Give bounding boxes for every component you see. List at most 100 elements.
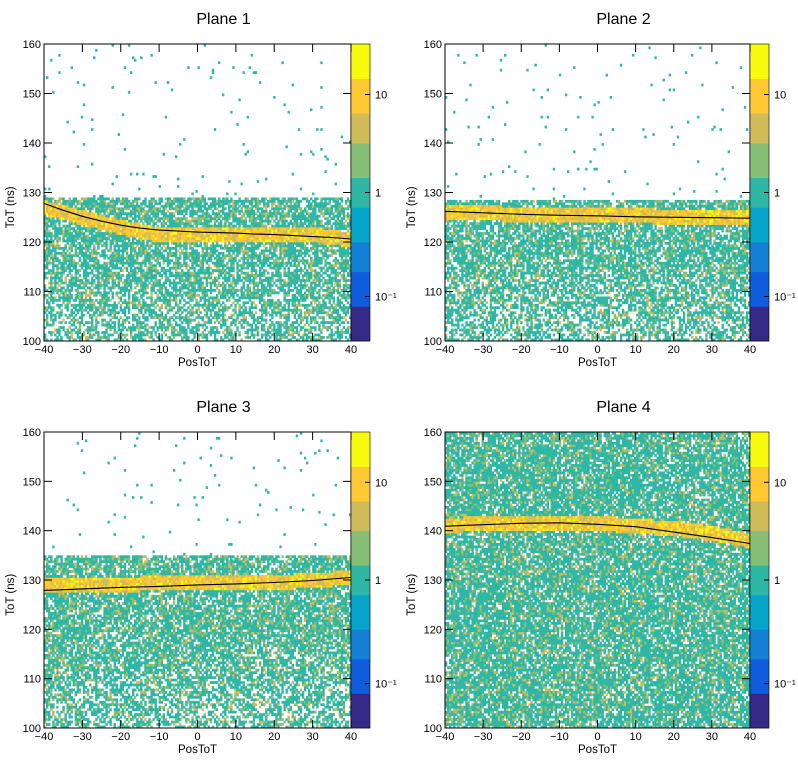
z-tick-label: 10 xyxy=(375,89,387,101)
y-tick-label: 140 xyxy=(23,526,41,538)
y-tick-label: 100 xyxy=(23,336,41,348)
x-tick-label: 10 xyxy=(630,344,642,356)
y-tick-label: 160 xyxy=(23,39,41,51)
x-tick-label: 30 xyxy=(706,731,718,743)
panel-1: 10 1 10⁻¹ −40 −30 −20 −10 0 10 20 30 40 100 110 120 130… xyxy=(5,11,397,369)
z-tick-label: 1 xyxy=(774,575,780,587)
fit-line xyxy=(444,210,751,219)
y-tick-label: 130 xyxy=(23,188,41,200)
z-tick-label: 10⁻¹ xyxy=(774,291,796,303)
x-tick-label: 0 xyxy=(594,731,600,743)
panel-title: Plane 3 xyxy=(196,399,250,416)
color-palette-bar: 10 1 10⁻¹ xyxy=(749,43,796,342)
panel-3: 10 1 10⁻¹ −40 −30 −20 −10 0 10 20 30 40 100 110 120 130… xyxy=(5,399,397,756)
panel-title: Plane 1 xyxy=(196,11,250,28)
z-tick-label: 10⁻¹ xyxy=(375,291,397,303)
z-tick-label: 10⁻¹ xyxy=(774,679,796,691)
x-tick-label: −10 xyxy=(550,731,569,743)
x-tick-label: −30 xyxy=(474,731,493,743)
y-tick-label: 120 xyxy=(424,237,442,249)
y-tick-label: 100 xyxy=(23,723,41,735)
y-tick-label: 110 xyxy=(23,674,41,686)
fit-line xyxy=(43,576,352,591)
x-tick-label: −40 xyxy=(436,344,455,356)
color-palette-bar: 10 1 10⁻¹ xyxy=(350,431,397,729)
x-tick-label: 10 xyxy=(230,731,242,743)
x-tick-label: 40 xyxy=(744,344,756,356)
y-tick-label: 160 xyxy=(424,39,442,51)
panel-title: Plane 4 xyxy=(596,399,650,416)
x-tick-label: 0 xyxy=(194,344,200,356)
x-axis-label: PosToT xyxy=(578,357,617,369)
y-tick-label: 130 xyxy=(424,188,442,200)
color-palette-bar: 10 1 10⁻¹ xyxy=(749,431,796,729)
x-tick-label: 0 xyxy=(194,731,200,743)
z-tick-label: 1 xyxy=(375,188,381,200)
x-tick-label: 40 xyxy=(744,731,756,743)
y-tick-label: 100 xyxy=(424,336,442,348)
y-tick-label: 150 xyxy=(424,89,442,101)
x-tick-label: −40 xyxy=(35,344,54,356)
heatmap-cells xyxy=(445,432,750,728)
y-axis-label: ToT (ns) xyxy=(406,186,418,228)
x-tick-label: 10 xyxy=(630,731,642,743)
y-tick-label: 140 xyxy=(424,138,442,150)
x-tick-label: −30 xyxy=(474,344,493,356)
x-axis-label: PosToT xyxy=(578,744,617,756)
y-tick-label: 120 xyxy=(424,624,442,636)
y-tick-label: 130 xyxy=(424,575,442,587)
heatmap-cells xyxy=(445,44,750,341)
x-tick-label: 30 xyxy=(706,344,718,356)
x-tick-label: 40 xyxy=(345,344,357,356)
y-axis-label: ToT (ns) xyxy=(5,186,17,228)
z-tick-label: 10⁻¹ xyxy=(375,679,397,691)
panel-2: 10 1 10⁻¹ −40 −30 −20 −10 0 10 20 30 40 100 110 120 130… xyxy=(406,11,796,369)
y-tick-label: 150 xyxy=(23,476,41,488)
fit-line xyxy=(43,202,352,240)
x-tick-label: −20 xyxy=(512,731,531,743)
x-tick-label: 0 xyxy=(594,344,600,356)
z-tick-label: 10 xyxy=(774,477,786,489)
panel-4: 10 1 10⁻¹ −40 −30 −20 −10 0 10 20 30 40 100 110 120 130… xyxy=(406,399,796,756)
panel-title: Plane 2 xyxy=(596,11,650,28)
y-tick-label: 110 xyxy=(424,287,442,299)
x-tick-label: −30 xyxy=(73,731,92,743)
x-axis-label: PosToT xyxy=(178,357,217,369)
y-tick-label: 130 xyxy=(23,575,41,587)
x-tick-label: 10 xyxy=(230,344,242,356)
x-tick-label: −20 xyxy=(111,731,130,743)
color-palette-bar: 10 1 10⁻¹ xyxy=(350,43,397,342)
y-tick-label: 110 xyxy=(23,287,41,299)
y-tick-label: 150 xyxy=(23,89,41,101)
x-tick-label: −10 xyxy=(150,731,169,743)
y-tick-label: 140 xyxy=(424,526,442,538)
y-axis-label: ToT (ns) xyxy=(5,574,17,616)
y-tick-label: 140 xyxy=(23,138,41,150)
y-tick-label: 160 xyxy=(424,427,442,439)
y-tick-label: 150 xyxy=(424,476,442,488)
x-tick-label: 20 xyxy=(668,731,680,743)
x-tick-label: −40 xyxy=(436,731,455,743)
y-tick-label: 120 xyxy=(23,624,41,636)
y-tick-label: 160 xyxy=(23,427,41,439)
x-axis-label: PosToT xyxy=(178,744,217,756)
z-tick-label: 10 xyxy=(375,477,387,489)
x-tick-label: 20 xyxy=(268,731,280,743)
z-tick-label: 1 xyxy=(774,188,780,200)
x-tick-label: −20 xyxy=(111,344,130,356)
x-tick-label: −30 xyxy=(73,344,92,356)
y-tick-label: 120 xyxy=(23,237,41,249)
heatmap-cells xyxy=(44,432,351,728)
x-tick-label: −10 xyxy=(150,344,169,356)
x-tick-label: 20 xyxy=(668,344,680,356)
x-tick-label: 40 xyxy=(345,731,357,743)
x-tick-label: −40 xyxy=(35,731,54,743)
x-tick-label: 20 xyxy=(268,344,280,356)
x-tick-label: −20 xyxy=(512,344,531,356)
heatmap-cells xyxy=(44,44,351,341)
x-tick-label: 30 xyxy=(307,344,319,356)
x-tick-label: 30 xyxy=(307,731,319,743)
y-tick-label: 110 xyxy=(424,674,442,686)
y-axis-label: ToT (ns) xyxy=(406,574,418,616)
